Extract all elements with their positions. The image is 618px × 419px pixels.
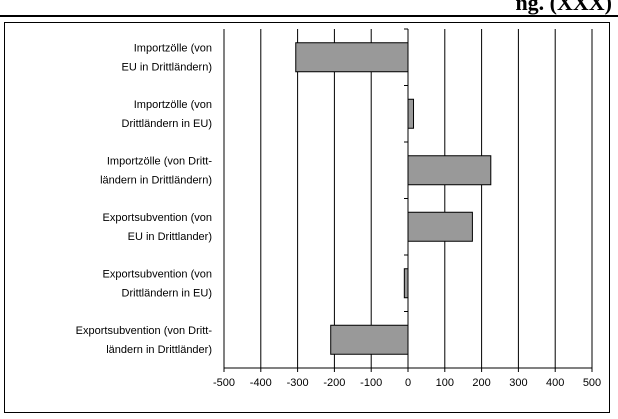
- bar: [407, 155, 492, 186]
- category-label: Importzölle (von Drittländern in EU): [122, 99, 212, 130]
- category-labels: Importzölle (von EU in Drittländern) Impor…: [76, 42, 213, 356]
- x-tick-label: -300: [287, 377, 309, 389]
- x-tick-label: 400: [546, 377, 564, 389]
- category-label: Exportsubvention (von Drittländern in EU): [103, 268, 212, 299]
- x-tick-labels: -500 -400 -300 -200 -100 0 100 200 300 400 500: [213, 377, 601, 389]
- bars: [295, 42, 492, 355]
- x-tick-label: 100: [436, 377, 454, 389]
- x-tick-label: -200: [323, 377, 345, 389]
- x-tick-label: 300: [509, 377, 527, 389]
- x-tick-label: -400: [250, 377, 272, 389]
- category-label: Exportsubvention (von EU in Drittlander): [103, 212, 212, 243]
- bar: [403, 268, 409, 299]
- x-tick-label: -100: [360, 377, 382, 389]
- title-underline: [0, 15, 618, 17]
- x-tick-label: -500: [213, 377, 235, 389]
- bar: [407, 98, 415, 129]
- gridlines: [223, 29, 593, 368]
- category-label: Importzölle (von EU in Drittländern): [122, 42, 212, 73]
- chart-title-fragment: ng. (XXX): [515, 0, 612, 15]
- x-tick-label: 0: [405, 377, 411, 389]
- category-label: Exportsubvention (von Dritt-ländern in D…: [76, 325, 213, 356]
- x-tick-label: 500: [583, 377, 601, 389]
- axes: [223, 28, 593, 372]
- chart-frame: [4, 22, 610, 413]
- x-tick-label: 200: [472, 377, 490, 389]
- bar: [407, 211, 473, 242]
- category-label: Importzölle (von Dritt-ländern in Drittl…: [100, 155, 212, 186]
- bar: [330, 324, 409, 355]
- bar: [295, 42, 409, 73]
